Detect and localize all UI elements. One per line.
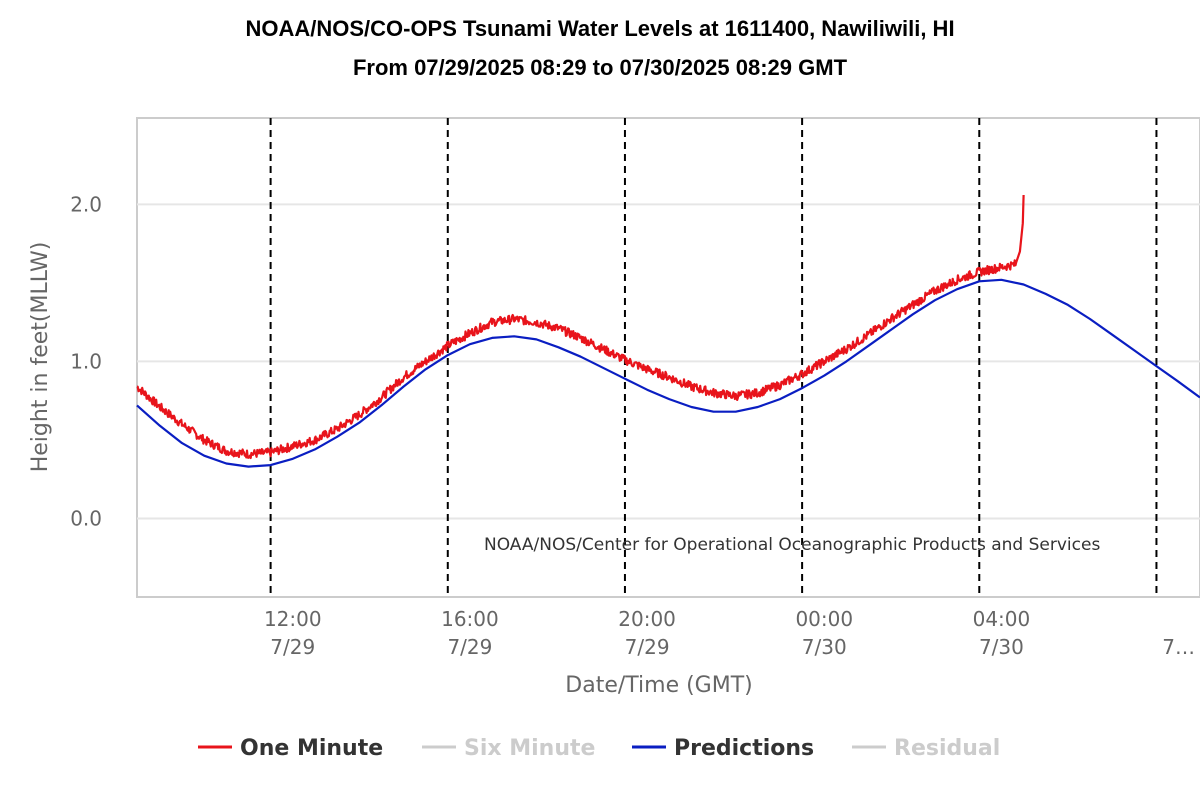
x-tick-time: 04:00: [973, 607, 1031, 631]
legend-item-residual[interactable]: Residual: [894, 736, 1000, 761]
x-tick-date: 7/29: [625, 635, 670, 659]
x-tick-time: 20:00: [618, 607, 676, 631]
y-tick-label: 0.0: [70, 506, 102, 530]
series-line-predictions: [136, 278, 1200, 468]
x-tick-date: 7/30: [979, 635, 1024, 659]
series-lines: [136, 194, 1200, 468]
credit-annotation: NOAA/NOS/Center for Operational Oceanogr…: [484, 535, 1100, 555]
x-tick-date: 7/29: [447, 635, 492, 659]
x-tick-date: 7/29: [270, 635, 315, 659]
chart-title: NOAA/NOS/CO-OPS Tsunami Water Levels at …: [245, 16, 955, 41]
y-tick-label: 1.0: [70, 349, 102, 373]
plot-frame: [136, 117, 1200, 598]
x-tick-time: 12:00: [264, 607, 322, 631]
x-axis-title: Date/Time (GMT): [565, 673, 752, 698]
series-line-one-minute: [136, 194, 1025, 460]
legend: One Minute Six Minute Predictions Residual: [198, 736, 1000, 761]
x-axis-ticks: 12:00 7/29 16:00 7/29 20:00 7/29 00:00 7/30 04:0…: [264, 607, 1195, 659]
legend-item-one-minute[interactable]: One Minute: [240, 736, 383, 761]
vertical-markers: [269, 118, 1158, 597]
legend-item-predictions[interactable]: Predictions: [674, 736, 814, 761]
y-axis-ticks: 0.0 1.0 2.0: [70, 192, 102, 530]
x-tick-time: 16:00: [441, 607, 499, 631]
y-axis-title: Height in feet(MLLW): [28, 242, 53, 473]
x-tick-date: 7/30: [802, 635, 847, 659]
y-tick-label: 2.0: [70, 192, 102, 216]
x-tick-date: 7…: [1162, 635, 1195, 659]
legend-item-six-minute[interactable]: Six Minute: [464, 736, 595, 761]
x-tick-time: 00:00: [795, 607, 853, 631]
grid-lines: [137, 203, 1200, 520]
chart-subtitle: From 07/29/2025 08:29 to 07/30/2025 08:2…: [352, 55, 848, 80]
